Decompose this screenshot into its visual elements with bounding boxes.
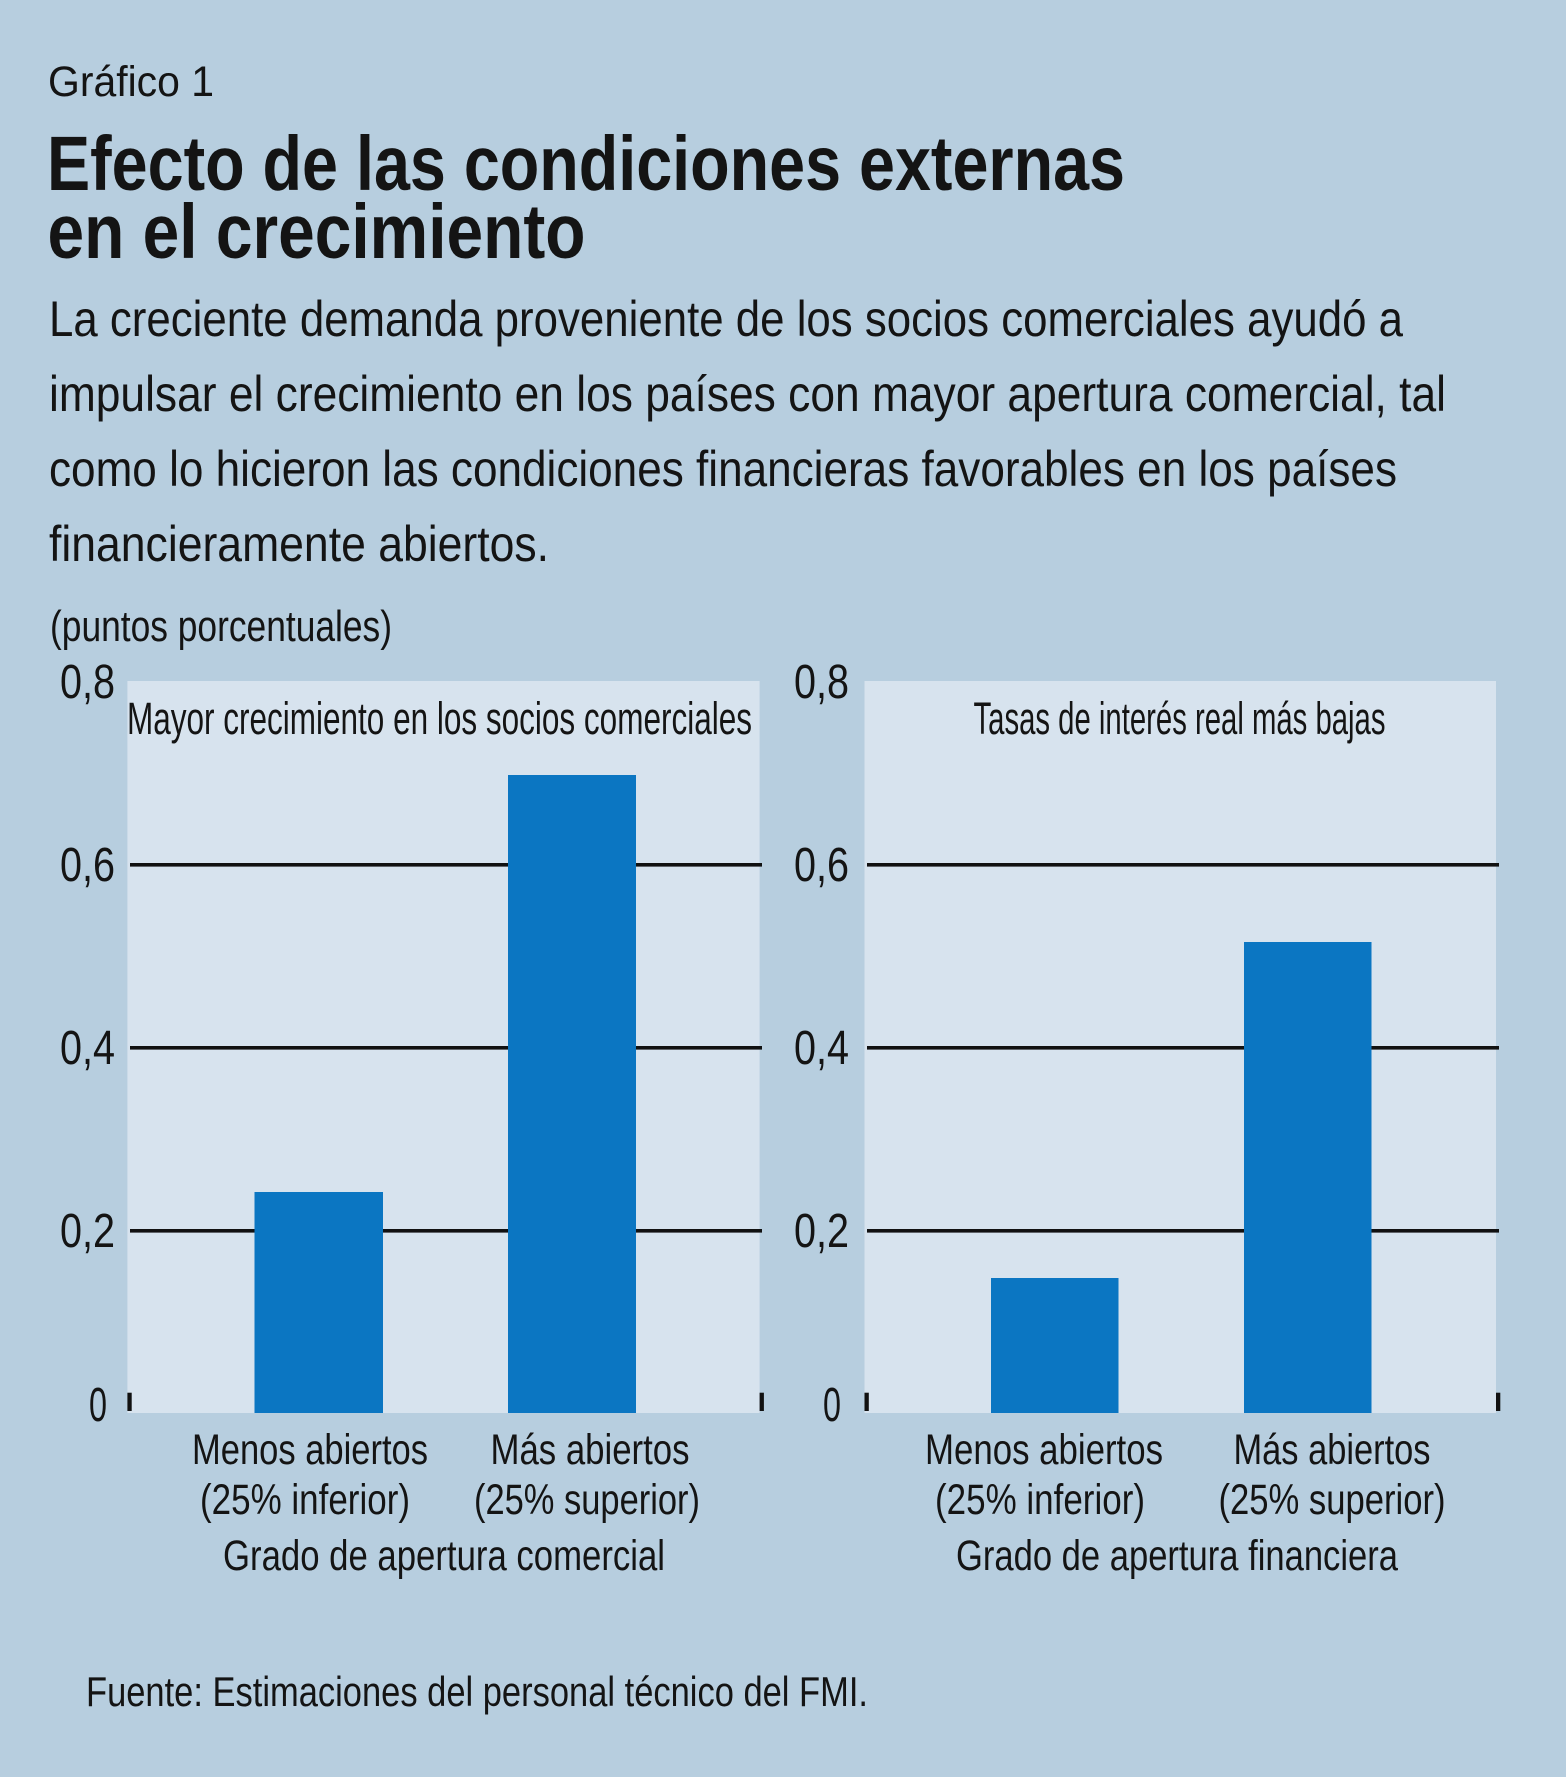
svg-text:0,6: 0,6 — [794, 838, 849, 892]
svg-text:Grado de apertura comercial: Grado de apertura comercial — [223, 1532, 665, 1580]
svg-text:impulsar el crecimiento en los: impulsar el crecimiento en los países co… — [49, 366, 1446, 422]
svg-text:(25% superior): (25% superior) — [1219, 1476, 1446, 1524]
svg-text:0,6: 0,6 — [60, 838, 115, 892]
svg-text:Más abiertos: Más abiertos — [491, 1426, 690, 1474]
svg-text:0,8: 0,8 — [60, 655, 115, 709]
svg-text:Fuente: Estimaciones del perso: Fuente: Estimaciones del personal técnic… — [86, 1668, 868, 1715]
svg-text:(puntos porcentuales): (puntos porcentuales) — [50, 602, 392, 651]
svg-text:0,4: 0,4 — [60, 1021, 115, 1075]
svg-text:Menos abiertos: Menos abiertos — [192, 1426, 428, 1474]
svg-text:Gráfico 1: Gráfico 1 — [48, 58, 214, 106]
svg-text:0,8: 0,8 — [794, 655, 849, 709]
svg-text:(25% inferior): (25% inferior) — [935, 1476, 1145, 1524]
svg-text:0: 0 — [823, 1378, 841, 1432]
svg-text:(25% superior): (25% superior) — [474, 1476, 700, 1524]
svg-text:Menos abiertos: Menos abiertos — [925, 1426, 1163, 1474]
svg-text:como lo hicieron las condicion: como lo hicieron las condiciones financi… — [49, 441, 1397, 497]
svg-text:Más abiertos: Más abiertos — [1234, 1426, 1431, 1474]
svg-text:Grado de apertura financiera: Grado de apertura financiera — [956, 1532, 1398, 1580]
svg-text:La creciente demanda provenien: La creciente demanda proveniente de los … — [49, 291, 1403, 347]
svg-text:0,2: 0,2 — [794, 1204, 849, 1258]
svg-text:0,4: 0,4 — [794, 1021, 849, 1075]
svg-text:(25% inferior): (25% inferior) — [200, 1476, 410, 1524]
svg-text:0: 0 — [89, 1378, 107, 1432]
svg-text:en el crecimiento: en el crecimiento — [48, 189, 586, 275]
svg-text:Efecto de las condiciones exte: Efecto de las condiciones externas — [47, 121, 1125, 207]
svg-text:Tasas de interés real más baja: Tasas de interés real más bajas — [974, 693, 1386, 744]
svg-text:Mayor crecimiento en los socio: Mayor crecimiento en los socios comercia… — [127, 693, 752, 744]
svg-text:0,2: 0,2 — [60, 1204, 115, 1258]
svg-text:financieramente abiertos.: financieramente abiertos. — [49, 516, 549, 572]
